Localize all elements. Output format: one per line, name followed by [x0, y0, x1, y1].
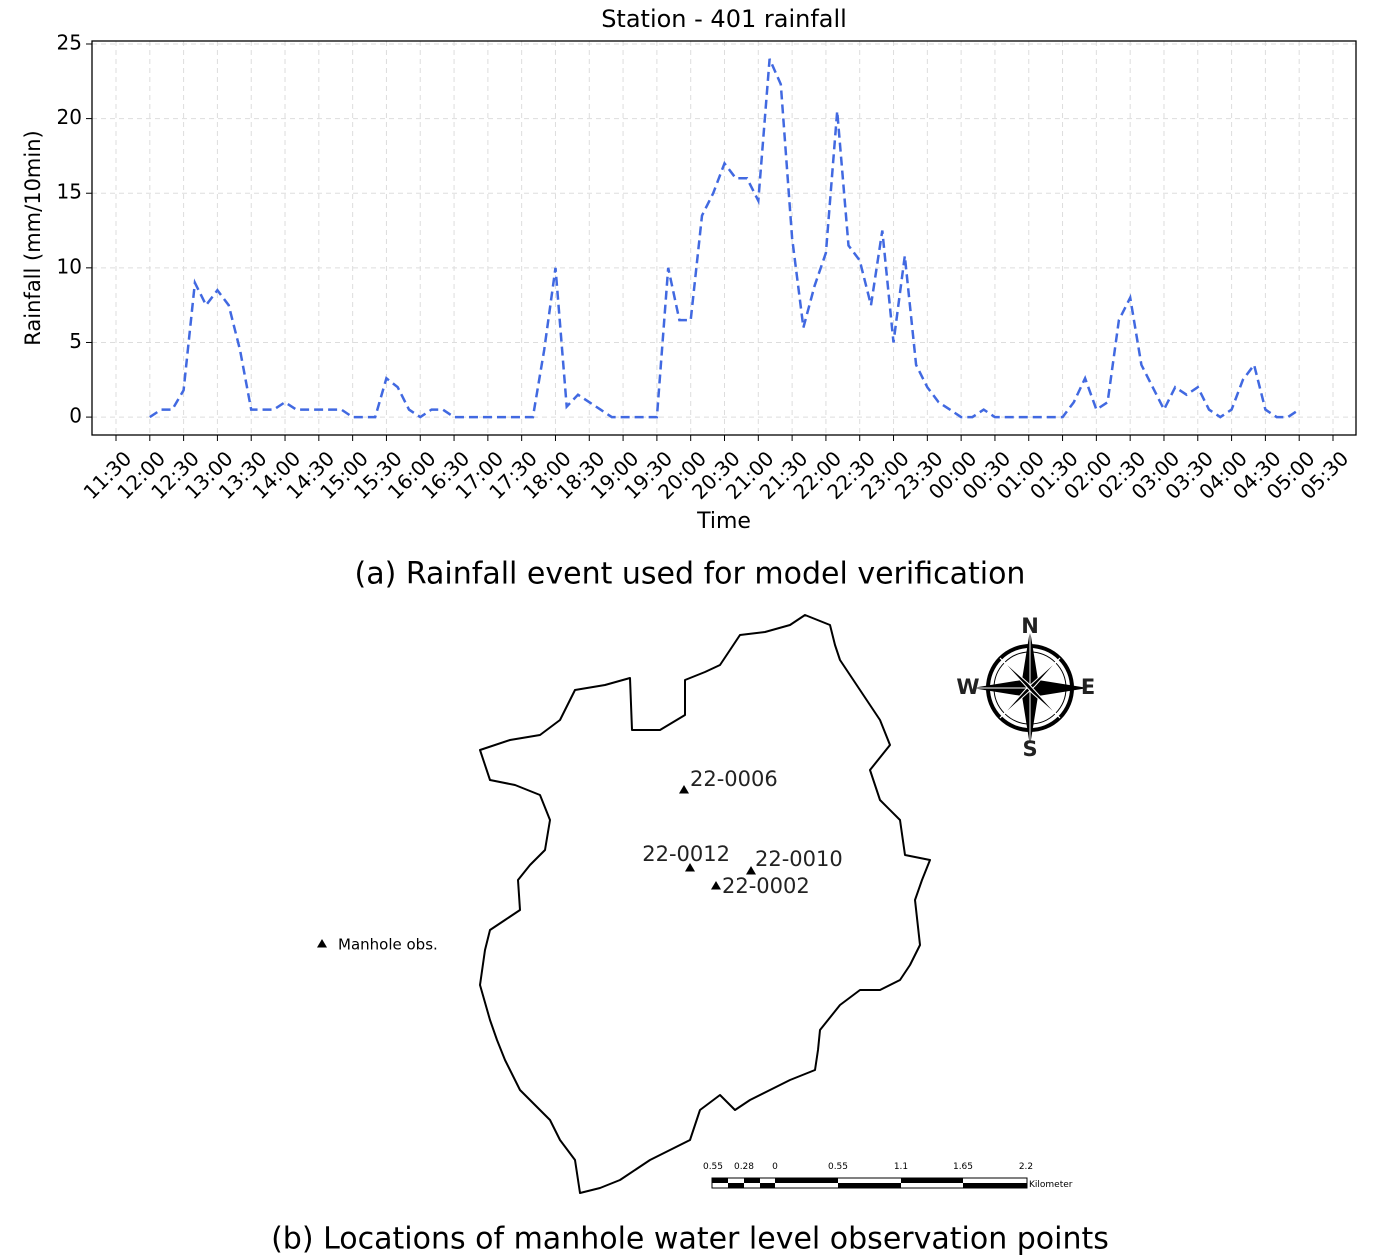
- manhole-marker: [746, 866, 756, 875]
- scale-label: 0: [772, 1162, 778, 1172]
- data-line: [149, 58, 1300, 419]
- y-tick-label: 25: [57, 30, 82, 54]
- plot-frame: [91, 40, 1357, 436]
- point-label: 22-0012: [642, 842, 730, 866]
- compass-label: S: [1022, 737, 1037, 761]
- manhole-marker: [711, 881, 721, 890]
- caption: (b) Locations of manhole water level obs…: [271, 1222, 1109, 1257]
- chart-title: Station - 401 rainfall: [601, 5, 847, 33]
- scale-label: 2.2: [1019, 1162, 1033, 1172]
- y-tick-label: 5: [69, 329, 82, 353]
- manhole-marker: [679, 785, 689, 794]
- scale-label: 1.1: [894, 1162, 908, 1172]
- compass-label: W: [956, 675, 979, 699]
- manhole-marker: [685, 863, 695, 872]
- x-axis-label: Time: [696, 509, 751, 534]
- compass-label: E: [1081, 675, 1095, 699]
- point-label: 22-0002: [722, 874, 810, 898]
- legend-label: Manhole obs.: [338, 936, 438, 954]
- legend-marker: [317, 939, 327, 948]
- compass-label: N: [1021, 614, 1039, 638]
- scale-unit: Kilometer: [1029, 1180, 1073, 1190]
- scale-bar: 0.55 0.28 0 0.55 1.1 1.65 2.2 Kilometer: [703, 1162, 1073, 1190]
- point-label: 22-0006: [690, 767, 778, 791]
- y-tick-label: 20: [57, 105, 82, 129]
- caption: (a) Rainfall event used for model verifi…: [355, 557, 1026, 592]
- scale-label: 0.55: [703, 1162, 723, 1172]
- scale-label: 0.55: [828, 1162, 848, 1172]
- y-tick-label: 15: [57, 180, 82, 204]
- y-tick-label: 10: [57, 254, 82, 278]
- scale-label: 1.65: [953, 1162, 973, 1172]
- catchment-boundary: [479, 614, 931, 1194]
- y-tick-label: 0: [69, 404, 82, 428]
- compass: [972, 630, 1088, 746]
- y-axis-label: Rainfall (mm/10min): [21, 130, 45, 345]
- scale-label: 0.28: [734, 1162, 754, 1172]
- point-label: 22-0010: [755, 847, 843, 871]
